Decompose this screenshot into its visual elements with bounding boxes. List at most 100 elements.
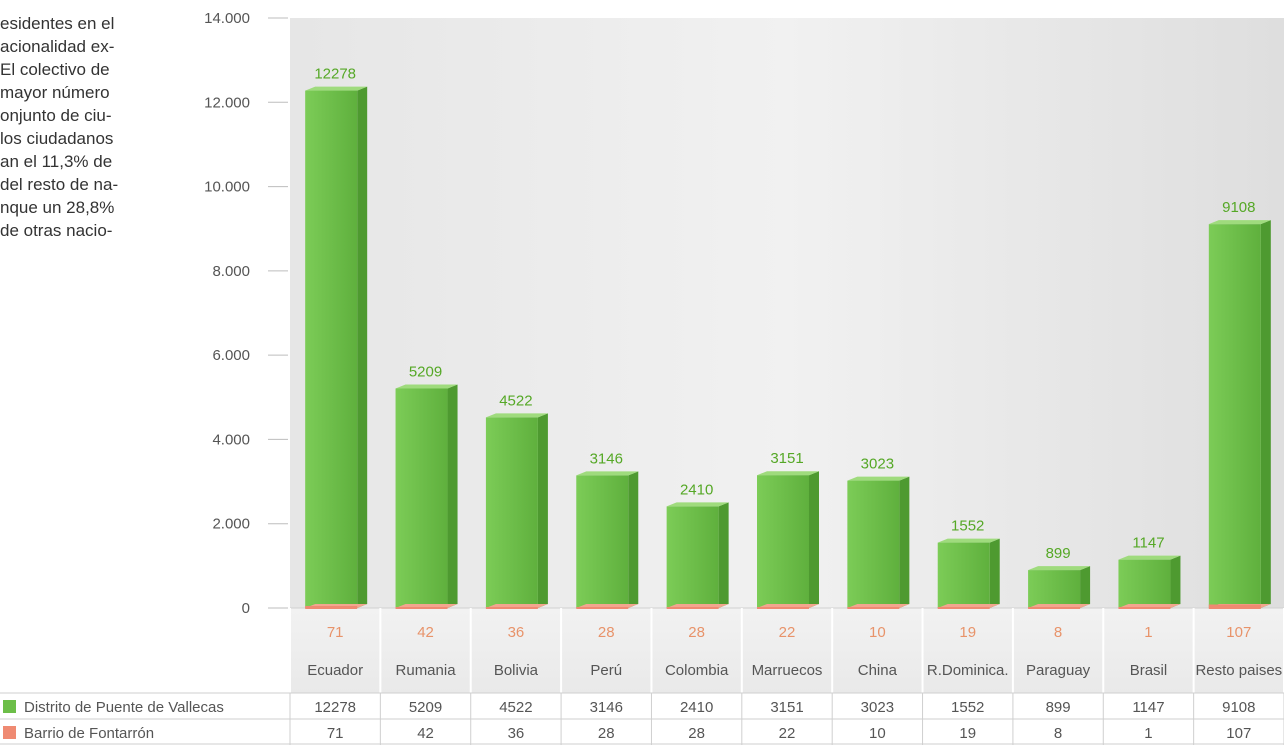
bar-top [485, 413, 548, 418]
intro-line: an el 11,3% de [0, 152, 113, 171]
y-tick-label: 4.000 [212, 431, 250, 448]
bar-top [1208, 220, 1271, 225]
table-cell-fontarron: 22 [779, 725, 796, 742]
bar-side [989, 538, 1000, 608]
table-cell-distrito: 899 [1046, 699, 1071, 716]
category-label: Ecuador [307, 662, 363, 679]
bar-top [395, 384, 458, 389]
table-cell-fontarron: 19 [959, 725, 976, 742]
category-label: R.Dominica. [927, 662, 1009, 679]
bar-fontarron [1208, 604, 1261, 609]
table-cell-fontarron: 10 [869, 725, 886, 742]
bar-distrito [757, 475, 809, 608]
bar-side [899, 476, 910, 608]
fontarron-value-label: 10 [869, 624, 886, 641]
table-cell-distrito: 4522 [499, 699, 532, 716]
category-label: Marruecos [752, 662, 823, 679]
bar-distrito [395, 388, 448, 608]
bar-top [757, 471, 819, 476]
y-tick-label: 0 [242, 600, 250, 617]
category-band [290, 608, 1284, 693]
table-cell-fontarron: 107 [1226, 725, 1251, 742]
table-cell-distrito: 5209 [409, 699, 442, 716]
bar-value-label: 899 [1046, 545, 1071, 562]
intro-line: esidentes en el [0, 14, 115, 33]
intro-text: esidentes en el acionalidad ex- El colec… [0, 12, 158, 242]
bar-distrito [847, 480, 900, 608]
bar-fontarron [1028, 607, 1081, 609]
bar-distrito [1028, 570, 1081, 608]
bar-side [809, 471, 819, 608]
bar-side [357, 86, 368, 608]
fontarron-value-label: 36 [508, 624, 525, 641]
table-cell-distrito: 3151 [770, 699, 803, 716]
bar-top [937, 538, 1000, 543]
bar-value-label: 1147 [1132, 535, 1164, 552]
table-cell-fontarron: 8 [1054, 725, 1062, 742]
bar-side [718, 502, 729, 608]
category-label: Bolivia [494, 662, 539, 679]
legend-label-distrito: Distrito de Puente de Vallecas [24, 699, 224, 716]
intro-line: de otras nacio- [0, 221, 113, 240]
fontarron-value-label: 28 [598, 624, 615, 641]
bar-distrito [1208, 224, 1261, 609]
intro-line: nque un 28,8% [0, 198, 115, 217]
bar-distrito [576, 475, 629, 608]
intro-line: El colectivo de [0, 60, 110, 79]
table-cell-distrito: 2410 [680, 699, 713, 716]
bar-top [1118, 555, 1181, 560]
intro-line: acionalidad ex- [0, 37, 115, 56]
y-tick-label: 14.000 [204, 10, 250, 27]
table-cell-distrito: 12278 [314, 699, 356, 716]
bar-fontarron [485, 607, 538, 609]
table-cell-fontarron: 71 [327, 725, 344, 742]
bar-value-label: 3151 [770, 450, 803, 467]
table-cell-fontarron: 1 [1144, 725, 1152, 742]
table-cell-fontarron: 36 [508, 725, 525, 742]
bar-value-label: 2410 [680, 481, 713, 498]
bar-side [1080, 566, 1091, 608]
fontarron-value-label: 1 [1144, 624, 1152, 641]
category-label: Resto paises [1195, 662, 1282, 679]
bar-distrito [485, 417, 538, 608]
intro-line: los ciudadanos [0, 129, 114, 148]
table-cell-fontarron: 28 [598, 725, 615, 742]
bar-distrito [666, 506, 719, 608]
fontarron-value-label: 22 [779, 624, 796, 641]
fontarron-value-label: 42 [417, 624, 434, 641]
table-cell-distrito: 9108 [1222, 699, 1255, 716]
bar-value-label: 9108 [1222, 199, 1255, 216]
bar-distrito [1118, 559, 1171, 608]
intro-line: onjunto de ciu- [0, 106, 112, 125]
category-label: Colombia [665, 662, 729, 679]
bar-fontarron [305, 606, 358, 609]
bar-fontarron [395, 607, 448, 609]
bar-top [576, 471, 639, 476]
table-cell-distrito: 3023 [861, 699, 894, 716]
bar-top [847, 476, 910, 481]
fontarron-value-label: 8 [1054, 624, 1062, 641]
fontarron-value-label: 28 [688, 624, 705, 641]
bar-side [628, 471, 639, 608]
legend-label-fontarron: Barrio de Fontarrón [24, 725, 154, 742]
bar-top [1028, 566, 1091, 571]
bar-value-label: 12278 [314, 66, 356, 83]
table-cell-fontarron: 28 [688, 725, 705, 742]
bar-value-label: 5209 [409, 363, 442, 380]
y-tick-label: 6.000 [212, 347, 250, 364]
legend-swatch-fontarron [3, 726, 16, 739]
bar-fontarron [937, 607, 990, 609]
intro-line: mayor número [0, 83, 110, 102]
bar-fontarron [847, 607, 900, 609]
table-cell-distrito: 3146 [590, 699, 623, 716]
table-cell-distrito: 1552 [951, 699, 984, 716]
bar-fontarron [576, 607, 629, 609]
bar-side [1260, 220, 1271, 609]
bar-top [305, 86, 368, 91]
table-cell-distrito: 1147 [1132, 699, 1164, 716]
category-label: Rumania [396, 662, 457, 679]
y-tick-label: 12.000 [204, 94, 250, 111]
bar-distrito [305, 90, 358, 608]
y-tick-label: 10.000 [204, 179, 250, 196]
